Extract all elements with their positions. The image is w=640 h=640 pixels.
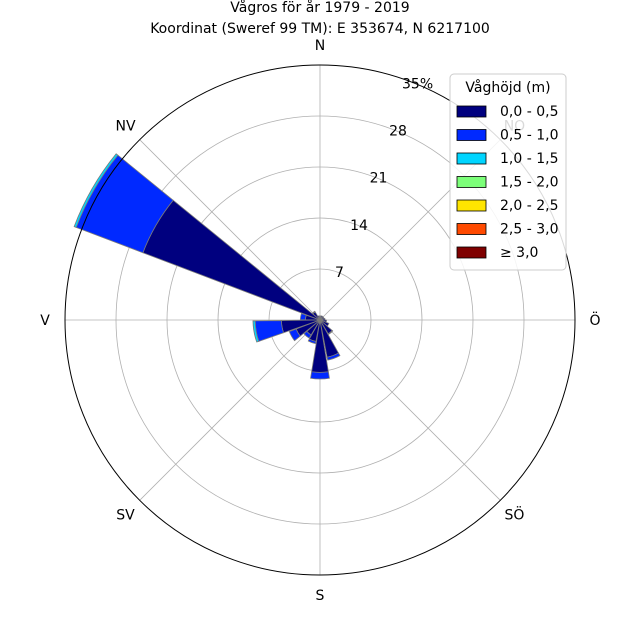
- radial-tick-label-2: 21: [370, 171, 388, 187]
- sector-bar-160-bin-1: [326, 352, 341, 361]
- direction-label-3: SÖ: [505, 505, 525, 523]
- direction-label-0: N: [315, 38, 325, 54]
- radial-tick-label-0: 7: [335, 265, 344, 281]
- legend-swatch-2: [456, 152, 487, 165]
- legend-label-0: 0,0 - 0,5: [500, 104, 558, 120]
- legend: Våghöjd (m) 0,0 - 0,5 0,5 - 1,0 1,0 - 1,5 1…: [449, 73, 567, 271]
- radial-tick-label-4: 35%: [402, 76, 433, 92]
- legend-swatch-5: [456, 223, 487, 235]
- legend-label-4: 2,0 - 2,5: [500, 198, 558, 214]
- sector-bar-140-bin-1: [327, 329, 334, 335]
- sector-bar-220-bin-1: [303, 330, 312, 339]
- sector-bar-280-bin-1: [299, 313, 307, 321]
- radial-tick-label-3: 28: [389, 124, 407, 140]
- sector-bar-300-bin-2: [73, 153, 119, 228]
- direction-label-5: SV: [116, 507, 135, 523]
- sector-bars: [73, 153, 341, 380]
- direction-label-2: Ö: [589, 311, 600, 329]
- grid-spoke-5: [139, 319, 321, 501]
- sector-bar-240-bin-1: [288, 328, 301, 342]
- legend-swatch-4: [456, 199, 487, 212]
- direction-label-6: V: [40, 313, 50, 329]
- legend-swatch-6: [456, 246, 487, 259]
- polar-grid: [65, 65, 575, 575]
- sector-bar-300-bin-0: [142, 199, 321, 321]
- direction-label-7: NV: [116, 119, 136, 135]
- legend-title: Våghöjd (m): [465, 79, 550, 96]
- sector-bar-180-bin-1: [310, 371, 330, 380]
- chart-title: Vågros för år 1979 - 2019: [230, 0, 409, 16]
- grid-spoke-3: [319, 319, 501, 501]
- legend-swatch-1: [456, 129, 487, 141]
- sector-bar-340-bin-0: [317, 315, 321, 321]
- legend-box: [449, 73, 567, 271]
- legend-label-5: 2,5 - 3,0: [500, 222, 558, 238]
- sector-bar-320-bin-1: [311, 310, 316, 315]
- legend-label-1: 0,5 - 1,0: [500, 128, 558, 144]
- sector-bar-200-bin-1: [307, 338, 317, 345]
- radial-tick-label-1: 14: [350, 218, 368, 234]
- legend-swatch-0: [456, 105, 487, 118]
- direction-label-4: S: [316, 588, 325, 604]
- outer-ring: [64, 64, 576, 576]
- sector-bar-260-bin-1: [254, 320, 285, 342]
- legend-label-2: 1,0 - 1,5: [500, 151, 558, 167]
- legend-label-6: ≥ 3,0: [500, 245, 538, 261]
- legend-items: 0,0 - 0,5 0,5 - 1,0 1,0 - 1,5 1,5 - 2,0 2,0 …: [456, 104, 558, 261]
- grid-spoke-7: [139, 139, 321, 321]
- legend-label-3: 1,5 - 2,0: [500, 175, 558, 191]
- legend-swatch-3: [456, 176, 487, 188]
- chart-subtitle: Koordinat (Sweref 99 TM): E 353674, N 62…: [150, 21, 490, 37]
- sector-bar-260-bin-2: [252, 320, 260, 343]
